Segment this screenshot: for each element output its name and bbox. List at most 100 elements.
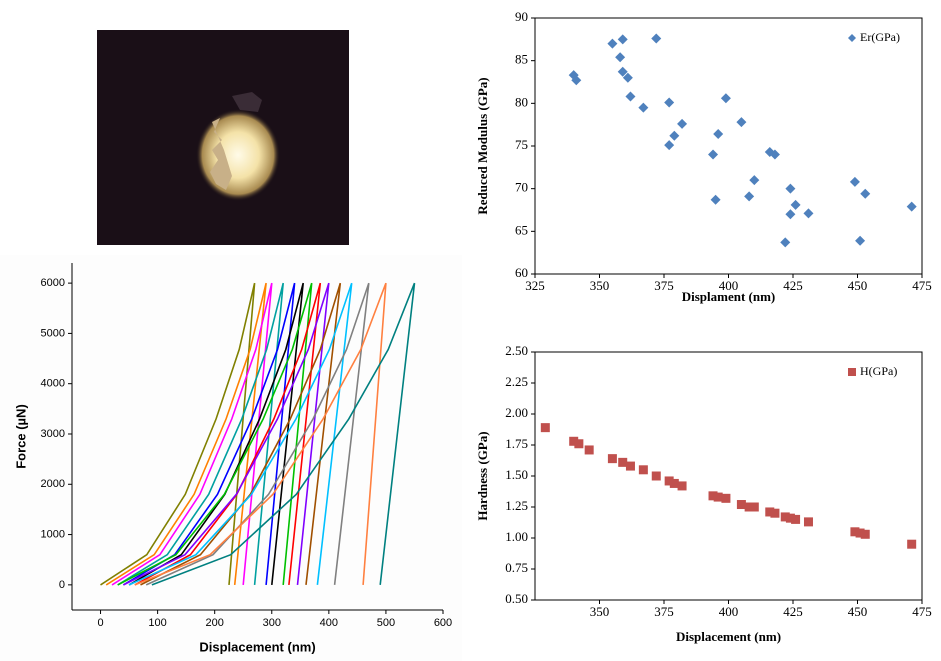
data-point bbox=[780, 237, 791, 248]
x-tick-label: 450 bbox=[848, 278, 868, 293]
x-tick-label: 300 bbox=[263, 617, 281, 629]
y-axis-label: Force (µN) bbox=[13, 404, 28, 469]
data-point bbox=[736, 500, 746, 510]
data-point bbox=[907, 539, 917, 549]
data-point bbox=[651, 471, 661, 481]
x-tick-label: 375 bbox=[654, 278, 674, 293]
data-point bbox=[677, 118, 688, 129]
data-point bbox=[617, 66, 628, 77]
y-tick-label: 2000 bbox=[41, 478, 65, 490]
legend-label: Er(GPa) bbox=[860, 30, 900, 44]
x-tick-label: 425 bbox=[783, 604, 803, 619]
data-point bbox=[780, 512, 790, 522]
data-point bbox=[638, 465, 648, 475]
load-curve bbox=[140, 282, 342, 586]
x-tick-label: 200 bbox=[206, 617, 224, 629]
y-tick-label: 85 bbox=[515, 52, 528, 67]
data-point bbox=[677, 481, 687, 491]
load-curve bbox=[128, 282, 304, 586]
y-tick-label: 0.75 bbox=[505, 560, 528, 575]
data-point bbox=[574, 439, 584, 449]
data-point bbox=[803, 517, 813, 527]
y-tick-label: 5000 bbox=[41, 327, 65, 339]
y-tick-label: 1.75 bbox=[505, 436, 528, 451]
data-point bbox=[669, 130, 680, 141]
chart: 325 350 375 400 425 450 475 60 65 70 75 80 85 90 Displ… bbox=[475, 9, 932, 304]
load-curve bbox=[128, 282, 353, 586]
data-point bbox=[744, 502, 754, 512]
data-point bbox=[664, 476, 674, 486]
plot-frame bbox=[534, 351, 923, 601]
data-point bbox=[669, 478, 679, 488]
data-point bbox=[721, 493, 731, 503]
load-curve bbox=[117, 282, 313, 586]
load-curve bbox=[123, 282, 330, 586]
data-point bbox=[736, 117, 747, 128]
x-axis-label: Displacement (nm) bbox=[676, 629, 781, 644]
load-curve bbox=[105, 282, 267, 586]
data-point bbox=[849, 176, 860, 187]
x-tick-label: 600 bbox=[434, 617, 452, 629]
y-axis-label: Hardness (GPa) bbox=[475, 431, 490, 520]
data-point bbox=[765, 507, 775, 517]
data-point bbox=[713, 129, 724, 140]
data-point bbox=[569, 436, 579, 446]
data-point bbox=[850, 527, 860, 537]
y-tick-label: 0 bbox=[59, 579, 65, 591]
legend-marker bbox=[848, 368, 856, 376]
data-point bbox=[791, 514, 801, 524]
plot-frame bbox=[534, 17, 923, 275]
load-curve bbox=[111, 282, 273, 586]
y-tick-label: 90 bbox=[515, 9, 528, 24]
data-point bbox=[664, 97, 675, 108]
data-point bbox=[618, 457, 628, 467]
data-point bbox=[540, 423, 550, 433]
data-point bbox=[638, 102, 649, 113]
data-point bbox=[749, 502, 759, 512]
x-tick-label: 350 bbox=[590, 604, 610, 619]
data-point bbox=[710, 194, 721, 205]
legend-marker bbox=[848, 34, 856, 42]
y-tick-label: 1.25 bbox=[505, 498, 528, 513]
data-point bbox=[625, 91, 636, 102]
data-point bbox=[855, 528, 865, 538]
data-point bbox=[860, 529, 870, 539]
data-point bbox=[860, 188, 871, 199]
data-point bbox=[713, 492, 723, 502]
data-point bbox=[664, 140, 675, 151]
x-tick-label: 500 bbox=[377, 617, 395, 629]
x-axis-label: Displacement (nm) bbox=[199, 639, 315, 654]
y-tick-label: 4000 bbox=[41, 378, 65, 390]
data-point bbox=[785, 183, 796, 194]
x-tick-label: 325 bbox=[525, 278, 545, 293]
data-point bbox=[625, 461, 635, 471]
data-point bbox=[617, 34, 628, 45]
x-tick-label: 350 bbox=[590, 278, 610, 293]
x-tick-label: 375 bbox=[654, 604, 674, 619]
y-tick-label: 65 bbox=[515, 222, 528, 237]
chart: 350 375 400 425 450 475 0.50 0.75 1.00 1.25 1.50 1.… bbox=[475, 343, 932, 644]
x-tick-label: 400 bbox=[320, 617, 338, 629]
y-tick-label: 0.50 bbox=[505, 591, 528, 606]
x-tick-label: 400 bbox=[719, 278, 739, 293]
data-point bbox=[906, 201, 917, 212]
x-tick-label: 400 bbox=[719, 604, 739, 619]
data-point bbox=[720, 93, 731, 104]
y-tick-label: 1.00 bbox=[505, 529, 528, 544]
data-point bbox=[785, 209, 796, 220]
x-tick-label: 475 bbox=[912, 604, 932, 619]
data-point bbox=[607, 454, 617, 464]
chart: 0 100 200 300 400 500 600010002000300040005000… bbox=[13, 263, 452, 654]
y-tick-label: 1000 bbox=[41, 528, 65, 540]
data-point bbox=[770, 508, 780, 518]
y-tick-label: 80 bbox=[515, 94, 528, 109]
load-curve bbox=[145, 282, 370, 586]
y-tick-label: 1.50 bbox=[505, 467, 528, 482]
data-point bbox=[749, 175, 760, 186]
y-tick-label: 70 bbox=[515, 180, 528, 195]
x-tick-label: 425 bbox=[783, 278, 803, 293]
load-curve bbox=[151, 282, 416, 586]
data-point bbox=[790, 199, 801, 210]
data-point bbox=[584, 445, 594, 455]
data-point bbox=[571, 75, 582, 86]
